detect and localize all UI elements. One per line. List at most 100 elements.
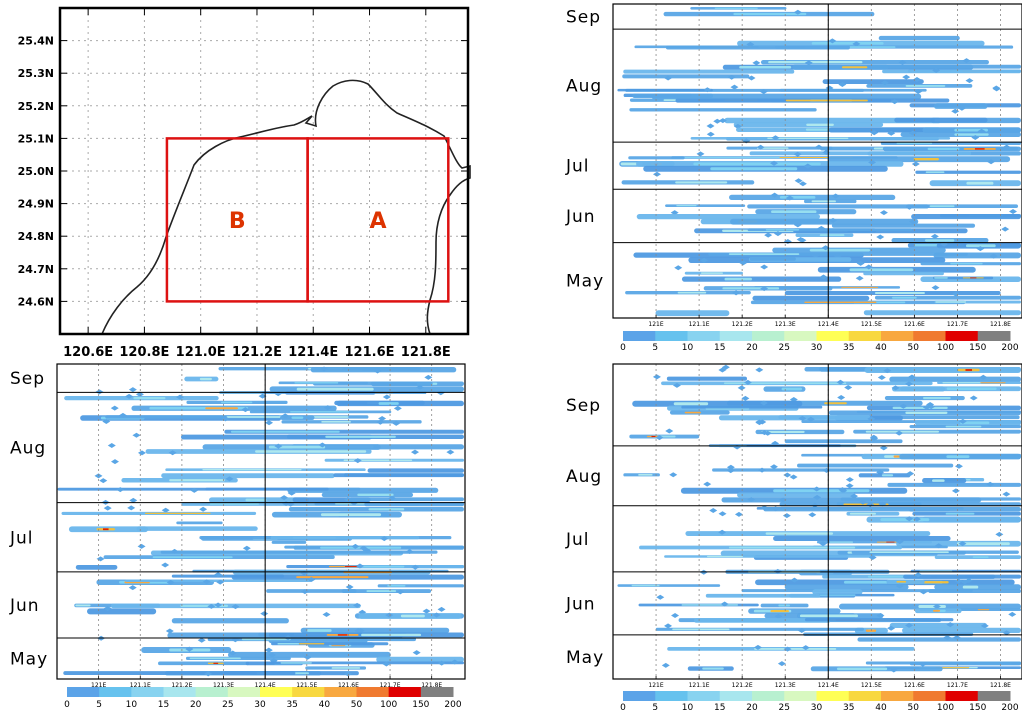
- heatmap-cell: [942, 382, 982, 384]
- colorbar-label: 15: [158, 700, 169, 710]
- heatmap-cell: [333, 473, 464, 478]
- colorbar-swatch: [388, 687, 422, 697]
- heatmap-cell: [879, 445, 888, 451]
- heatmap-cell: [905, 622, 914, 628]
- heatmap-cell: [817, 225, 826, 231]
- heatmap-cell: [934, 277, 948, 279]
- heatmap-cell: [714, 7, 758, 9]
- colorbar-swatch: [816, 691, 850, 701]
- heatmap-cell: [343, 459, 413, 462]
- heatmap-cell: [681, 276, 842, 282]
- heatmap-cell: [905, 84, 946, 87]
- heatmap-cell: [296, 387, 374, 391]
- heatmap-cell: [749, 151, 972, 156]
- heatmap-cell: [266, 589, 357, 593]
- map-ytick-label: 25.3N: [18, 67, 54, 80]
- heatmap-cell: [836, 379, 845, 385]
- heatmap-cell: [777, 661, 786, 667]
- heatmap-cell: [669, 472, 678, 478]
- heatmap-cell: [741, 395, 750, 401]
- heatmap-cell: [737, 385, 746, 391]
- heatmap-cell: [366, 590, 397, 593]
- heatmap-cell: [844, 385, 853, 391]
- heatmap-cell: [995, 531, 1004, 537]
- heatmap-xtick-label: 121.2E: [732, 682, 753, 689]
- map-panel: 120.6E 120.8E 121.0E 121.2E 121.4E 121.6E 121.…: [18, 6, 471, 360]
- heatmap-cell: [638, 474, 653, 476]
- heatmap-cell: [152, 556, 233, 559]
- heatmap-cell: [976, 246, 985, 252]
- colorbar-swatch: [420, 687, 454, 697]
- heatmap-xtick-label: 121E: [648, 321, 663, 328]
- heatmap-cell: [856, 260, 865, 266]
- heatmap-cell: [412, 650, 421, 656]
- heatmap-streaks: [617, 7, 1021, 317]
- heatmap-cell: [241, 407, 250, 413]
- heatmap-cell: [307, 576, 316, 582]
- heatmap-cell: [437, 660, 446, 666]
- heatmap-cell: [696, 151, 705, 157]
- heatmap-xtick-label: 121.7E: [947, 682, 968, 689]
- colorbar-swatch: [913, 691, 946, 701]
- colorbar-swatch: [719, 691, 753, 701]
- heatmap-xtick-label: 121.5E: [861, 321, 882, 328]
- heatmap-cell: [838, 81, 847, 87]
- heatmap-cell: [794, 178, 803, 184]
- heatmap-cell: [803, 163, 812, 169]
- heatmap-cell: [845, 483, 854, 489]
- heatmap-cell: [161, 473, 335, 479]
- colorbar-label: 30: [811, 703, 823, 713]
- heatmap-cell: [759, 400, 768, 406]
- heatmap-cell: [700, 257, 709, 263]
- heatmap-cell: [858, 499, 867, 505]
- heatmap-cell: [655, 435, 664, 441]
- heatmap-cell: [220, 401, 253, 404]
- heatmap-cell: [903, 574, 996, 579]
- heatmap-cell: [977, 609, 990, 611]
- colorbar-swatch: [977, 331, 1011, 341]
- heatmap-cell: [965, 369, 973, 371]
- heatmap-cell: [415, 384, 424, 390]
- heatmap-frame: [56, 363, 466, 680]
- heatmap-xtick-label: 121.2E: [732, 321, 753, 328]
- heatmap-cell: [863, 271, 944, 276]
- colorbar-swatch: [356, 687, 390, 697]
- heatmap-cell: [958, 541, 967, 547]
- heatmap-cell: [357, 493, 394, 496]
- colorbar-label: 30: [811, 343, 823, 353]
- heatmap-xtick-label: 121.1E: [689, 321, 710, 328]
- heatmap-cell: [651, 435, 656, 438]
- heatmap-cell: [905, 516, 914, 522]
- heatmap-cell: [216, 579, 225, 585]
- heatmap-cell: [280, 495, 289, 501]
- heatmap-cell: [664, 555, 875, 558]
- map-ytick-label: 24.9N: [18, 198, 54, 211]
- heatmap-cell: [954, 133, 989, 136]
- heatmap-cell: [891, 385, 900, 391]
- heatmap-cell: [811, 253, 820, 259]
- heatmap-cell: [964, 577, 973, 583]
- heatmap-xtick-label: 121.2E: [171, 682, 192, 689]
- month-label-jul: Jul: [9, 528, 34, 548]
- month-label-sep: Sep: [10, 369, 45, 389]
- heatmap-cell: [881, 474, 894, 477]
- heatmap-cell: [652, 374, 661, 380]
- heatmap-cell: [102, 418, 111, 424]
- heatmap-cell: [726, 468, 735, 474]
- colorbar-swatch: [913, 331, 946, 341]
- heatmap-xtick-label: 121.8E: [421, 682, 442, 689]
- heatmap-cell: [323, 405, 332, 411]
- heatmap-frame: [612, 3, 1022, 319]
- heatmap-cell: [804, 60, 813, 66]
- month-label-may: May: [566, 648, 604, 668]
- heatmap-cell: [773, 535, 951, 541]
- heatmap-cell: [664, 75, 673, 81]
- heatmap-cell: [349, 497, 464, 502]
- heatmap-cell: [199, 506, 208, 512]
- heatmap-cell: [672, 628, 730, 631]
- heatmap-xtick-label: 121.8E: [990, 682, 1011, 689]
- heatmap-cell: [755, 367, 764, 373]
- heatmap-cell: [345, 584, 354, 590]
- colorbar-swatch: [623, 691, 656, 701]
